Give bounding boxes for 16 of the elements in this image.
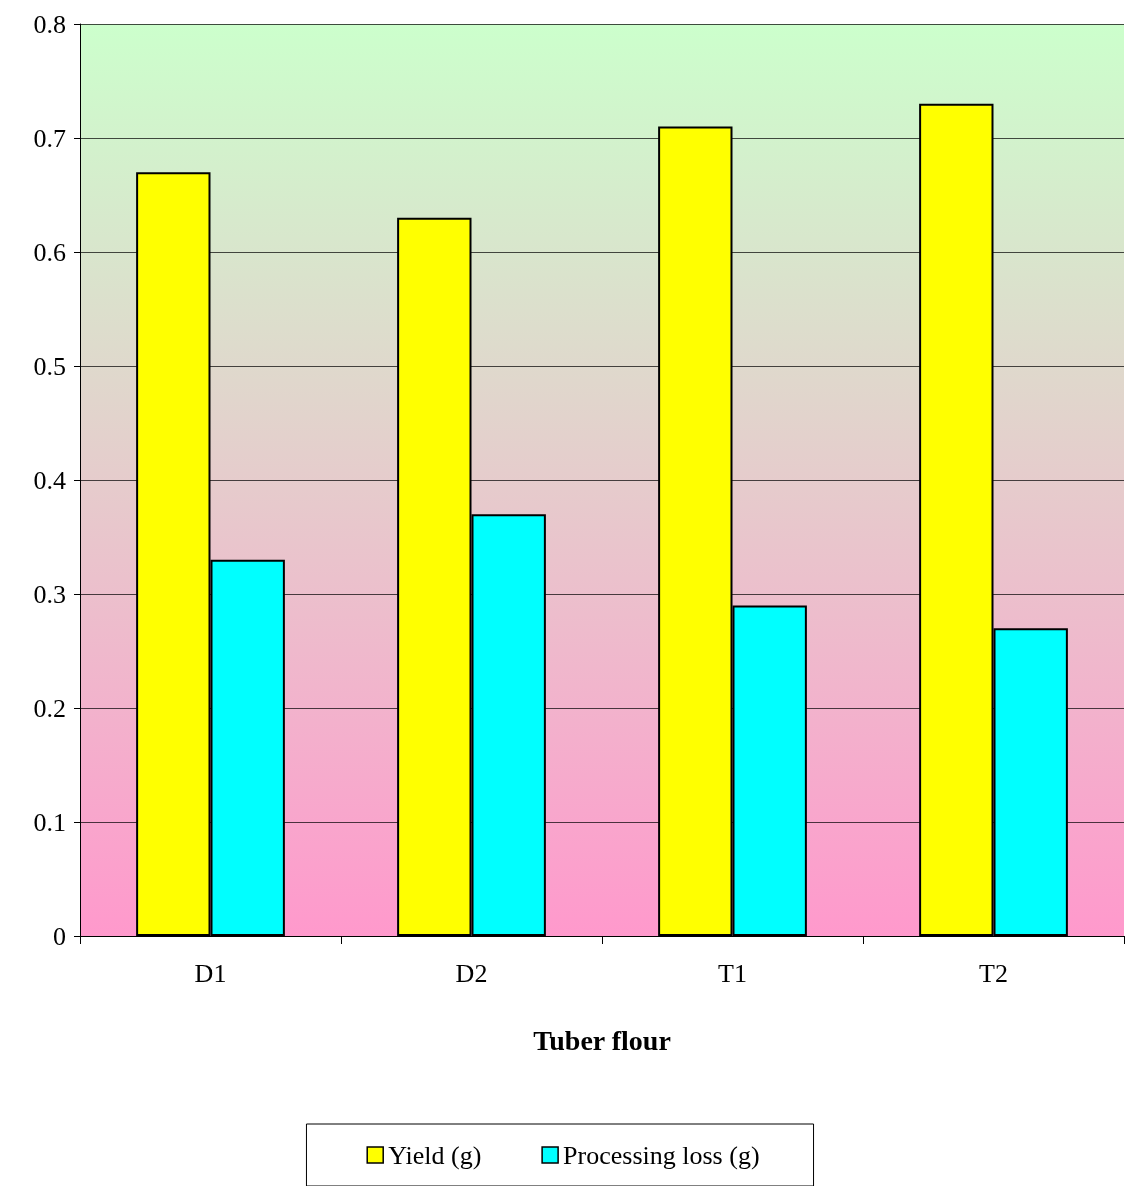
- y-tick-label: 0.3: [33, 579, 66, 609]
- x-tick-label: D2: [455, 958, 488, 988]
- legend-label: Yield (g): [388, 1140, 482, 1170]
- x-tick-label: D1: [194, 958, 227, 988]
- y-tick-label: 0.4: [33, 465, 66, 495]
- y-tick-label: 0.1: [33, 807, 66, 837]
- x-tick-label: T1: [718, 958, 747, 988]
- legend-label: Processing loss (g): [563, 1140, 760, 1170]
- y-tick-label: 0.6: [33, 237, 66, 267]
- y-tick-label: 0: [53, 921, 66, 951]
- y-tick-label: 0.5: [33, 351, 66, 381]
- y-tick-label: 0.2: [33, 693, 66, 723]
- y-tick-label: 0.7: [33, 123, 66, 153]
- x-tick-label: T2: [979, 958, 1008, 988]
- x-axis-title: Tuber flour: [533, 1024, 671, 1056]
- y-tick-label: 0.8: [33, 9, 66, 39]
